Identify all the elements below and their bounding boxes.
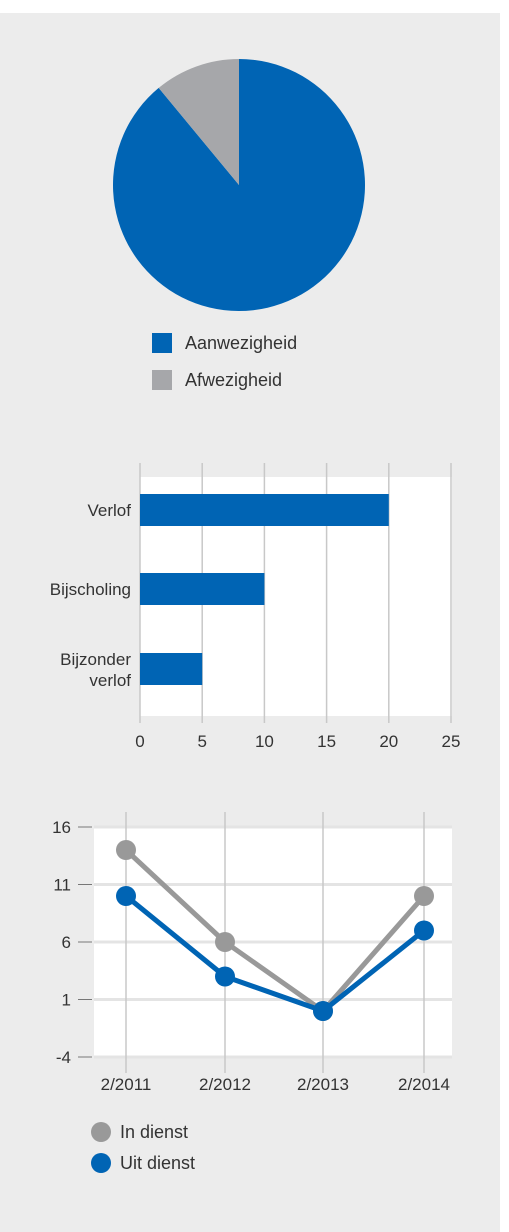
bar-0	[140, 494, 389, 526]
bar-xtick-1: 5	[197, 732, 206, 751]
line-xtick-label-1: 2/2012	[199, 1075, 251, 1094]
line-point-0-3	[414, 886, 434, 906]
line-series-0	[124, 848, 426, 1014]
line-legend-label-1: Uit dienst	[120, 1153, 195, 1173]
pie-slice-0	[113, 59, 366, 312]
bar-category-label-0-0: Verlof	[88, 501, 132, 520]
bar-chart: 0 5 10 15 20 25 Verlof Bijscholing Bijzonder verl…	[50, 463, 461, 751]
bar-1	[140, 573, 265, 605]
line-ytick-label-4: -4	[56, 1048, 71, 1067]
line-point-1-1	[215, 966, 235, 987]
line-legend-marker-0	[91, 1122, 111, 1142]
pie-slice-1	[158, 59, 239, 185]
line-ytick-label-0: 16	[52, 818, 71, 837]
bar-category-label-2-0: Bijzonder	[60, 650, 131, 669]
bar-xtick-4: 20	[379, 732, 398, 751]
line-point-0-1	[215, 932, 235, 952]
line-point-0-0	[116, 840, 136, 860]
line-point-1-2	[313, 1001, 333, 1021]
line-point-1-0	[116, 886, 136, 906]
bar-xtick-3: 15	[317, 732, 336, 751]
bar-xtick-0: 0	[135, 732, 144, 751]
line-legend-label-0: In dienst	[120, 1122, 188, 1142]
legend-swatch-0	[152, 333, 172, 353]
line-legend-marker-1	[91, 1153, 111, 1173]
bar-xtick-5: 25	[442, 732, 461, 751]
line-xtick-label-2: 2/2013	[297, 1075, 349, 1094]
line-point-1-3	[414, 920, 434, 941]
bar-xtick-2: 10	[255, 732, 274, 751]
bar-2	[140, 653, 203, 685]
line-series-1	[124, 894, 426, 1014]
line-xtick-label-3: 2/2014	[398, 1075, 450, 1094]
legend-swatch-1	[152, 370, 172, 390]
line-ytick-label-3: 1	[62, 991, 71, 1010]
line-xtick-label-0: 2/2011	[101, 1075, 152, 1094]
pie-chart: Aanwezigheid Afwezigheid	[113, 59, 366, 390]
line-ytick-label-1: 11	[53, 876, 71, 895]
bar-category-label-1-0: Bijscholing	[50, 580, 131, 599]
legend-label-0: Aanwezigheid	[185, 333, 297, 353]
line-ytick-label-2: 6	[62, 933, 71, 952]
bar-category-label-2-1: verlof	[89, 671, 131, 690]
legend-label-1: Afwezigheid	[185, 370, 282, 390]
